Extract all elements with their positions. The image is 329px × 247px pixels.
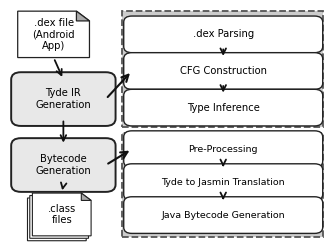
FancyBboxPatch shape xyxy=(124,53,323,89)
FancyBboxPatch shape xyxy=(122,11,323,127)
Polygon shape xyxy=(76,11,89,21)
Text: .class
files: .class files xyxy=(48,204,76,225)
Text: .dex Parsing: .dex Parsing xyxy=(192,29,254,39)
Text: Pre-Processing: Pre-Processing xyxy=(189,145,258,154)
Text: Java Bytecode Generation: Java Bytecode Generation xyxy=(162,211,285,220)
FancyBboxPatch shape xyxy=(124,197,323,233)
Polygon shape xyxy=(28,198,86,241)
Polygon shape xyxy=(32,193,91,236)
FancyBboxPatch shape xyxy=(11,72,115,126)
FancyBboxPatch shape xyxy=(124,164,323,200)
Polygon shape xyxy=(81,193,91,200)
Text: Tyde IR
Generation: Tyde IR Generation xyxy=(36,88,91,110)
Polygon shape xyxy=(30,196,89,238)
FancyBboxPatch shape xyxy=(124,131,323,167)
FancyBboxPatch shape xyxy=(11,138,115,192)
Text: CFG Construction: CFG Construction xyxy=(180,66,267,76)
Polygon shape xyxy=(18,11,89,58)
FancyBboxPatch shape xyxy=(122,133,323,237)
FancyBboxPatch shape xyxy=(124,89,323,126)
Text: Tyde to Jasmin Translation: Tyde to Jasmin Translation xyxy=(162,178,285,187)
Text: Bytecode
Generation: Bytecode Generation xyxy=(36,154,91,176)
Text: .dex file
(Android
App): .dex file (Android App) xyxy=(32,18,75,51)
Text: Type Inference: Type Inference xyxy=(187,103,260,113)
FancyBboxPatch shape xyxy=(124,16,323,53)
